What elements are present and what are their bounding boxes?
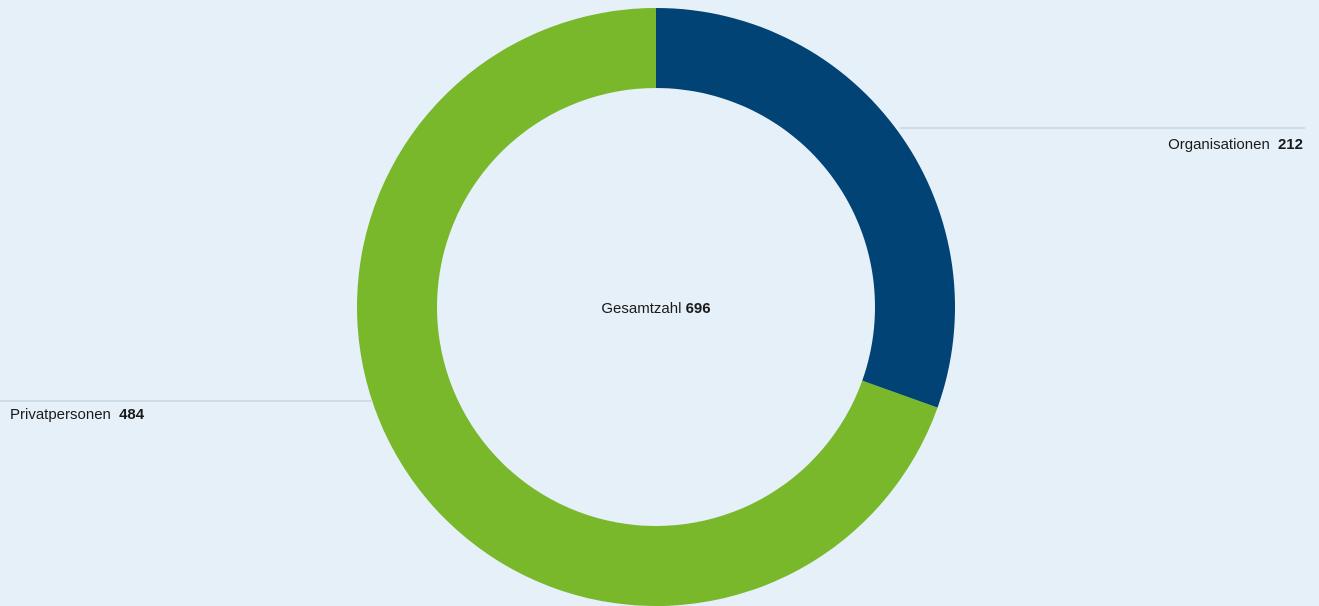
category-label: Privatpersonen: [10, 406, 111, 423]
value-label: 212: [1278, 136, 1303, 153]
donut: [357, 8, 956, 606]
slice-label: Privatpersonen 484: [10, 406, 145, 423]
center-text: Gesamtzahl: [601, 300, 681, 317]
center-label: Gesamtzahl 696: [601, 300, 710, 317]
donut-slice: [656, 8, 956, 408]
slice-label: Organisationen 212: [1168, 136, 1303, 153]
category-label: Organisationen: [1168, 136, 1270, 153]
center-total: 696: [686, 300, 711, 317]
value-label: 484: [119, 406, 145, 423]
